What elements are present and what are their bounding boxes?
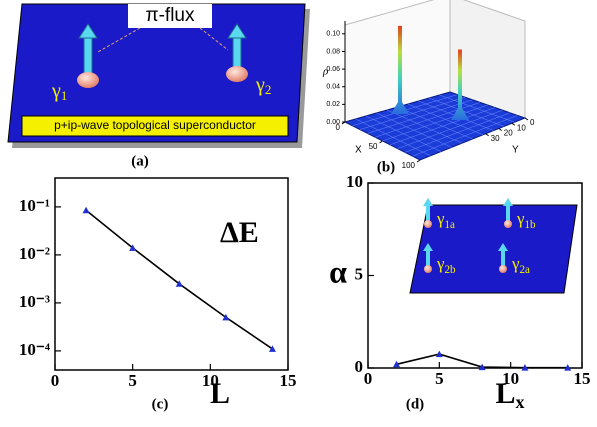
- y-tick-label: 10⁻⁴: [19, 340, 50, 359]
- gamma-sub: 1a: [445, 219, 456, 231]
- x-tick-label: 15: [574, 369, 591, 388]
- x-tick: [380, 141, 383, 143]
- gamma-sub: 2: [265, 82, 272, 97]
- z-axis-label: ρ: [322, 66, 328, 78]
- y-axis-label: α: [329, 253, 347, 289]
- vortex: [504, 220, 512, 228]
- panel-label: (b): [377, 159, 395, 175]
- y-tick-label: 10⁻²: [19, 244, 50, 263]
- y-tick: [525, 118, 528, 120]
- x-tick-label: 0: [336, 123, 341, 132]
- arrow-head: [503, 198, 513, 206]
- x-axis-label-part: L: [210, 377, 230, 410]
- gamma-base: γ: [255, 74, 265, 96]
- panel-b: 0.000.020.040.060.080.10ρ050100X0102030Y…: [322, 0, 535, 175]
- z-tick-label: 0.04: [326, 84, 340, 91]
- gamma-sub: 2b: [445, 264, 457, 276]
- z-tick-label: 0.10: [326, 31, 340, 38]
- x-tick-label: 0: [51, 371, 60, 390]
- x-tick-label: 5: [128, 371, 137, 390]
- vortex: [499, 265, 507, 273]
- arrow-head: [423, 198, 433, 206]
- x-axis-label-part: x: [516, 392, 525, 412]
- x-axis-label-part: L: [495, 377, 515, 410]
- x-tick-label: 50: [369, 142, 378, 151]
- x-tick-label: 5: [435, 369, 444, 388]
- figure: p+ip-wave topological superconductor π-f…: [0, 0, 597, 422]
- y-tick-label: 20: [504, 129, 513, 138]
- x-tick-label: 0: [364, 369, 373, 388]
- arrow: [506, 204, 510, 222]
- panel-label: (d): [406, 396, 424, 412]
- vortex: [77, 72, 99, 88]
- arrow: [501, 249, 505, 267]
- y-tick-label: 10⁻¹: [19, 196, 50, 215]
- marker: [436, 351, 443, 358]
- inset: [410, 205, 577, 293]
- x-tick: [417, 160, 420, 162]
- annotation: ΔE: [220, 216, 259, 249]
- y-tick-label: 10: [517, 123, 526, 132]
- panel-label: (c): [152, 396, 169, 412]
- x-tick-label: 15: [280, 371, 297, 390]
- y-tick: [486, 134, 489, 136]
- y-axis-label: Y: [512, 145, 519, 156]
- plot-frame: [55, 178, 288, 370]
- y-tick-label: 0: [355, 357, 364, 376]
- z-tick-label: 0.02: [326, 101, 340, 108]
- vortex: [424, 220, 432, 228]
- arrow: [426, 204, 430, 222]
- y-tick-label: 5: [355, 264, 364, 283]
- marker: [83, 207, 90, 214]
- x-axis-label: X: [355, 145, 362, 156]
- gamma-base: γ: [51, 80, 61, 102]
- x-axis-label: Lx: [495, 377, 524, 412]
- panel-a: p+ip-wave topological superconductor π-f…: [8, 4, 310, 169]
- z-tick-label: 0.06: [326, 66, 340, 73]
- gamma-sub: 1: [61, 88, 68, 103]
- y-tick: [512, 123, 515, 125]
- y-tick-label: 10⁻³: [19, 292, 50, 311]
- y-tick-label: 10: [346, 172, 363, 191]
- y-tick: [499, 129, 502, 131]
- vortex: [424, 265, 432, 273]
- x-axis-label: L: [210, 377, 230, 410]
- flux-label: π-flux: [145, 5, 195, 26]
- substrate-label: p+ip-wave topological superconductor: [54, 118, 256, 132]
- panel-label: (a): [131, 153, 149, 169]
- y-tick-label: 30: [491, 134, 500, 143]
- x-tick-label: 100: [402, 161, 416, 170]
- gamma-sub: 1b: [525, 219, 537, 231]
- vortex: [226, 66, 248, 82]
- gamma-sub: 2a: [520, 264, 531, 276]
- z-tick-label: 0.08: [326, 48, 340, 55]
- y-tick-label: 0: [530, 118, 535, 127]
- arrow: [426, 249, 430, 267]
- arrow: [84, 36, 92, 76]
